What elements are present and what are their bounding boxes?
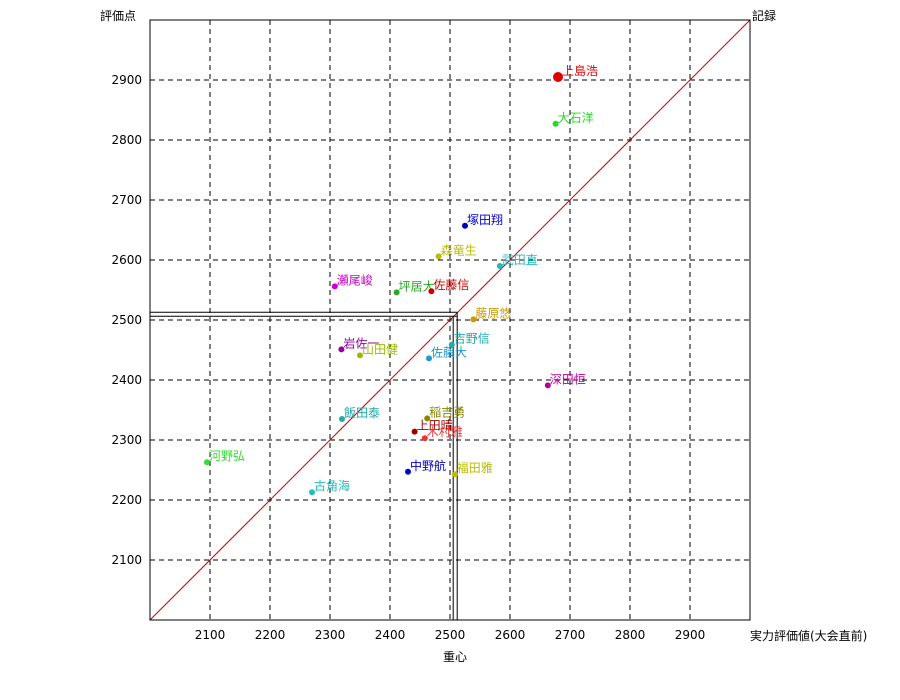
point-label: 森竜生 [441, 242, 477, 257]
data-point [309, 489, 315, 496]
data-point [496, 263, 503, 269]
y-tick-label: 2600 [111, 253, 142, 267]
data-point [393, 289, 400, 296]
data-point [411, 428, 418, 435]
point-label: 稲吉勇 [429, 405, 465, 419]
point-label: 古角海 [314, 478, 350, 493]
data-point [421, 435, 428, 442]
centroid-label: 重心 [443, 650, 467, 664]
y-axis-label: 評価点 [100, 8, 136, 23]
x-axis-label: 実力評価値(大会直前) [750, 628, 867, 643]
x-tick-label: 2900 [675, 628, 706, 642]
data-point [553, 72, 563, 82]
data-point [405, 468, 411, 475]
data-point [544, 382, 551, 389]
tick-labels: 2100 2200 2300 2400 2500 2600 2700 2800 2900 2100… [111, 73, 705, 642]
data-point [338, 346, 345, 353]
point-label: 瀬尾峻 [337, 272, 373, 287]
data-point [426, 355, 432, 362]
data-point [435, 253, 442, 260]
y-tick-label: 2400 [111, 373, 142, 387]
point-label: 佐藤大 [431, 345, 467, 359]
point-label: 木村雅 [427, 424, 463, 439]
point-label: 飯田泰 [344, 405, 380, 420]
point-label: 坪居大 [399, 279, 435, 293]
point-label: 中野航 [410, 458, 446, 473]
data-point [428, 288, 435, 295]
x-tick-label: 2700 [555, 628, 586, 642]
point-label: 岩佐一 [343, 335, 379, 350]
diagonal-line [149, 19, 751, 621]
data-point [204, 459, 210, 466]
point-label: 武田直 [502, 253, 538, 267]
y-tick-label: 2800 [111, 133, 142, 147]
point-label: 上田晴 [417, 419, 453, 433]
data-point [448, 341, 455, 348]
point-label: 佐藤信 [433, 278, 469, 292]
data-point [424, 415, 431, 422]
point-label: 吉野信 [454, 332, 490, 346]
point-label: 深田恒 [550, 372, 586, 386]
x-tick-label: 2400 [375, 628, 406, 642]
data-point [451, 471, 458, 478]
y-tick-label: 2500 [111, 313, 142, 327]
point-label: 塚田翔 [467, 213, 503, 227]
data-point [470, 316, 477, 323]
data-point [552, 120, 559, 127]
diagonal-label: 記録 [752, 8, 776, 23]
point-label: 藤原悠 [475, 305, 511, 320]
y-tick-label: 2200 [111, 493, 142, 507]
x-tick-label: 2300 [315, 628, 346, 642]
y-tick-label: 2900 [111, 73, 142, 87]
data-point [357, 352, 363, 359]
point-label: 福田雅 [457, 460, 493, 475]
x-tick-label: 2600 [495, 628, 526, 642]
data-point [462, 222, 468, 229]
y-tick-label: 2300 [111, 433, 142, 447]
x-tick-label: 2800 [615, 628, 646, 642]
point-label: 山田健 [362, 342, 398, 356]
point-label: 上島浩 [562, 63, 598, 78]
point-label: 河野弘 [209, 449, 245, 463]
y-tick-label: 2700 [111, 193, 142, 207]
centroid-lines [150, 311, 458, 620]
data-point [339, 416, 345, 422]
data-point [331, 283, 338, 290]
x-tick-label: 2500 [435, 628, 466, 642]
x-tick-label: 2200 [255, 628, 286, 642]
x-tick-label: 2100 [195, 628, 226, 642]
plot-frame [149, 19, 751, 621]
y-tick-label: 2100 [111, 553, 142, 567]
point-label: 大石洋 [558, 110, 594, 125]
